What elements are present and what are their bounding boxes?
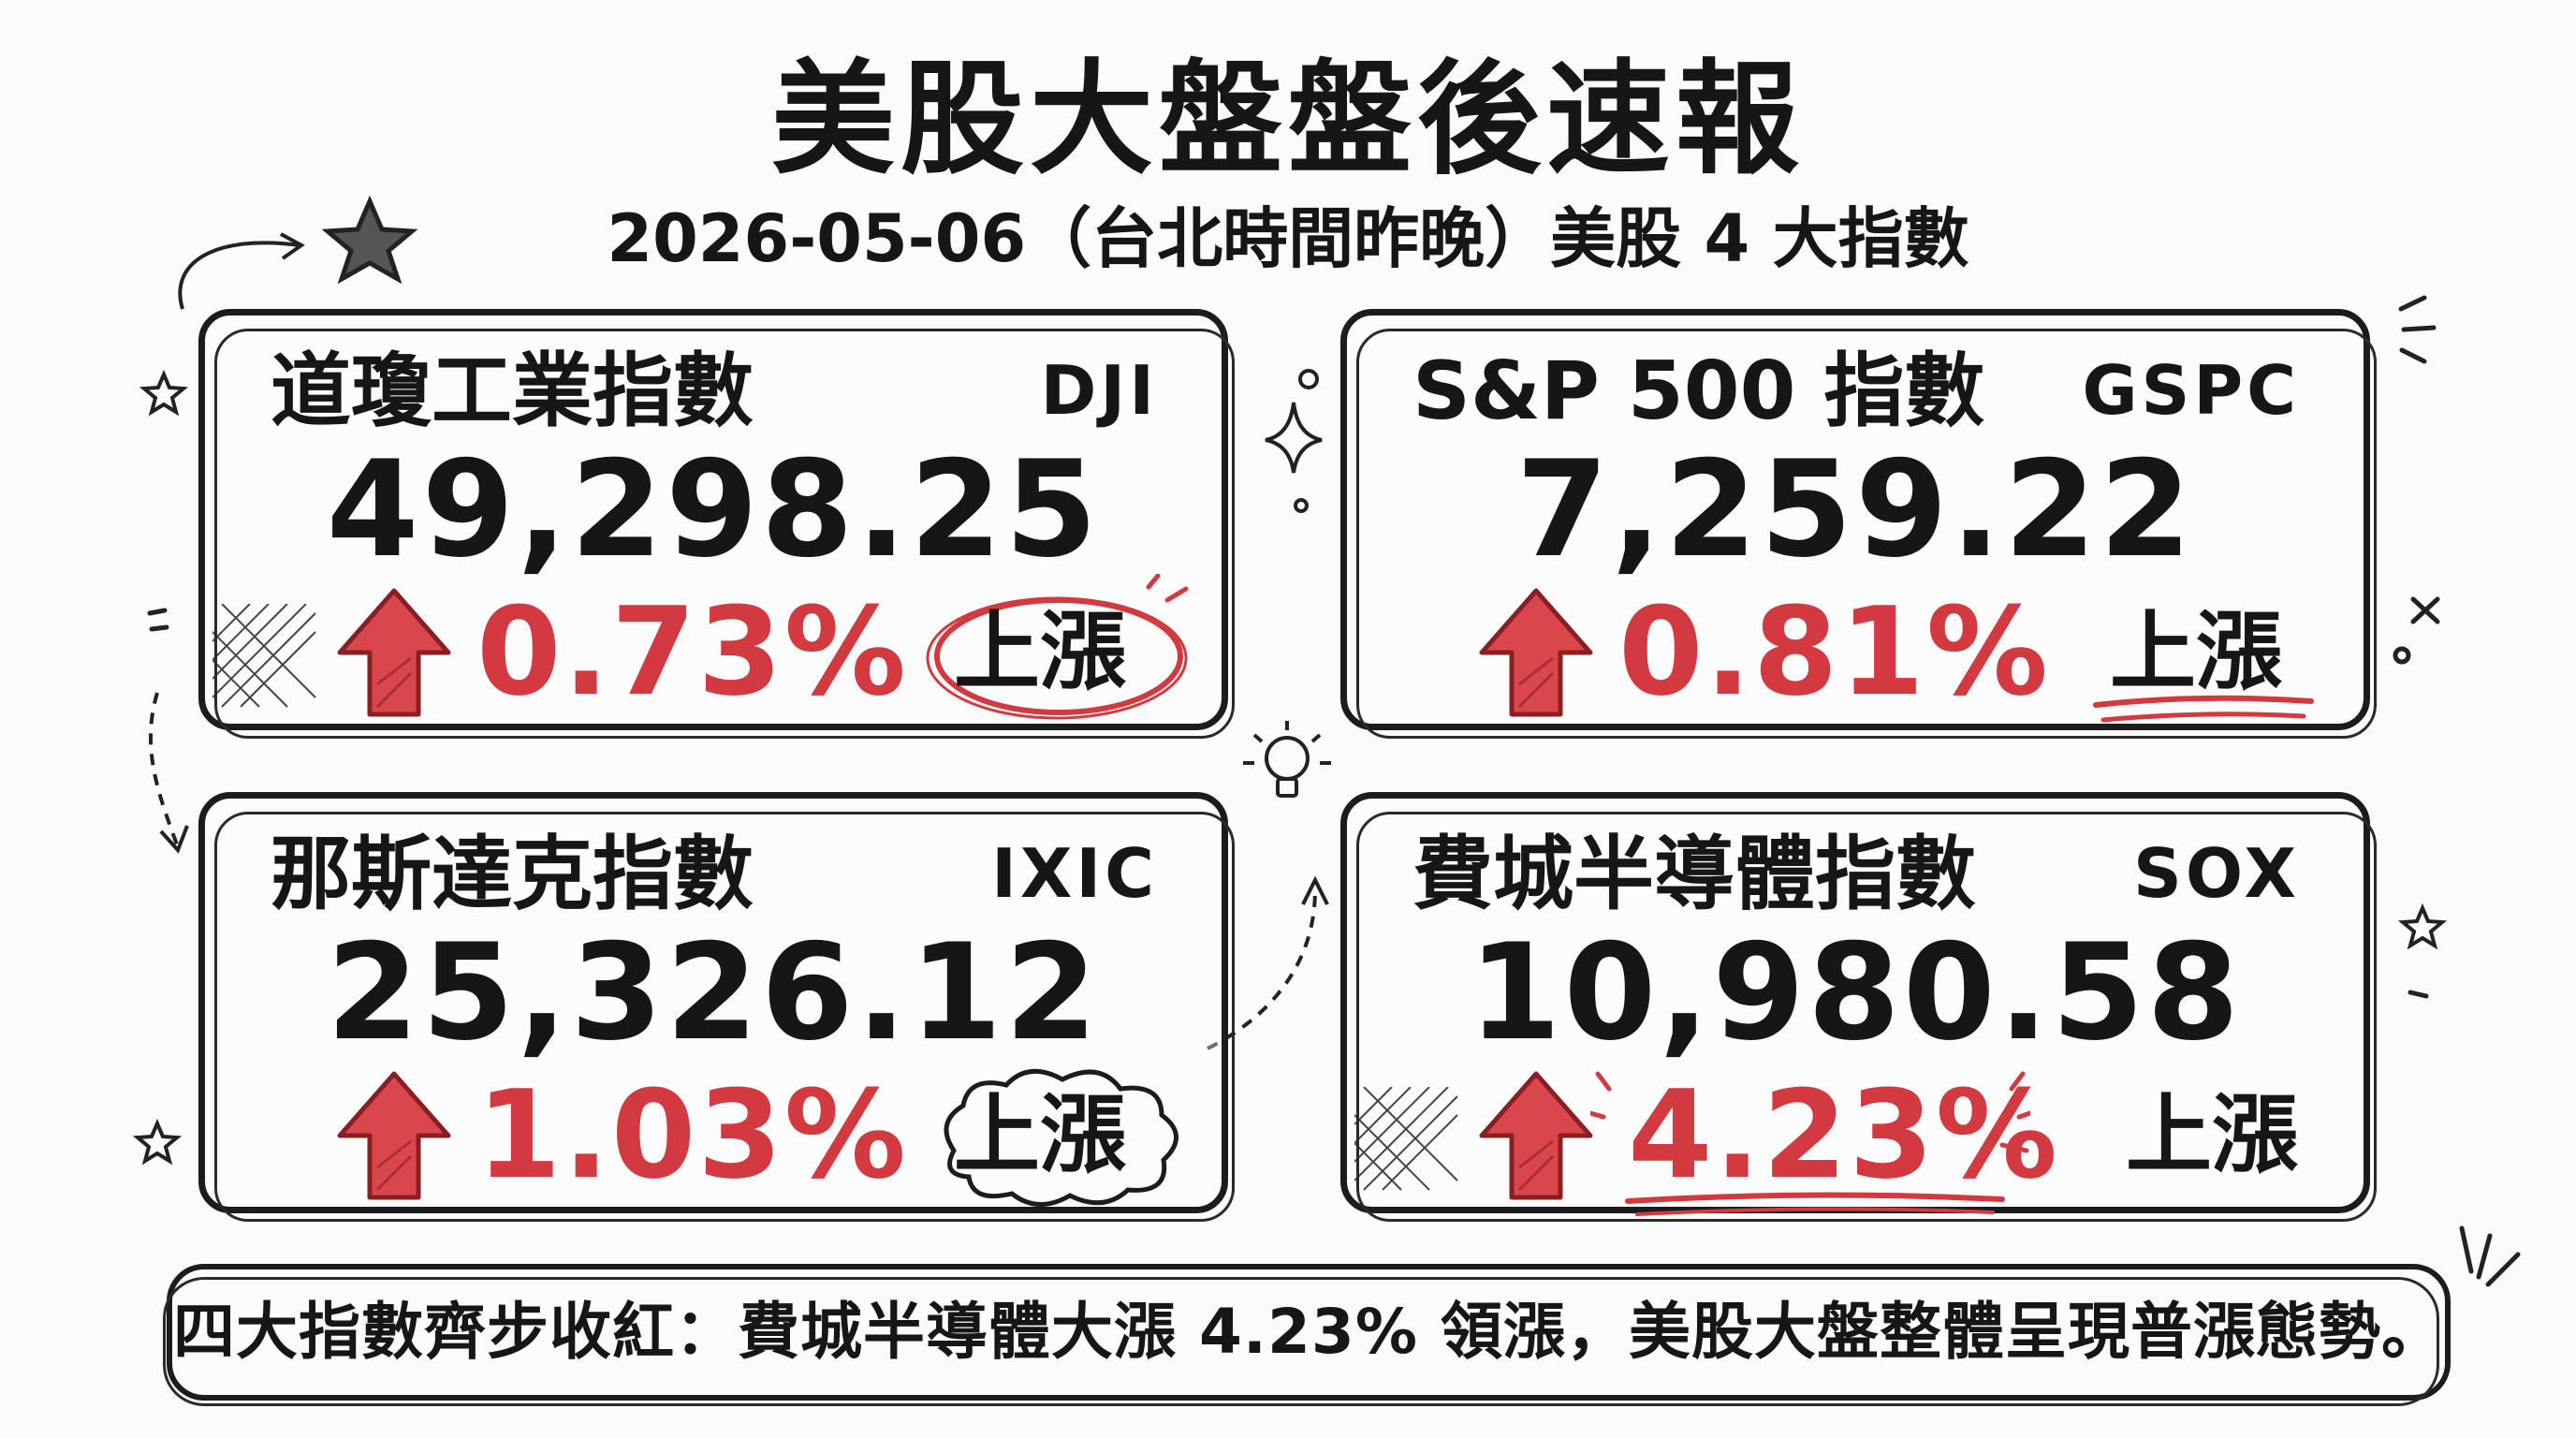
index-value: 10,980.58 [1468, 916, 2243, 1070]
small-star-icon [139, 369, 189, 417]
sparkle-icon [1265, 369, 1323, 513]
small-star-icon [132, 1118, 183, 1166]
index-card-ixic: 那斯達克指數 IXIC 25,326.12 1.03% 上漲 [198, 792, 1235, 1222]
index-value: 7,259.22 [1515, 433, 2195, 587]
index-card-sox: 費城半導體指數 SOX 10,980.58 4.23% 上漲 [1340, 792, 2377, 1222]
up-arrow-icon [1479, 1071, 1593, 1200]
trend-label: 上漲 [2110, 602, 2283, 702]
hatch-shading [1354, 1087, 1458, 1191]
burst-underline-highlight [1590, 1071, 2030, 1216]
index-code: IXIC [991, 834, 1158, 913]
index-code: DJI [1040, 351, 1158, 430]
hatch-shading [212, 604, 316, 708]
up-arrow-icon [337, 588, 451, 717]
dashed-arrow-icon [148, 692, 180, 848]
page-title: 美股大盤盤後速報 [771, 48, 1805, 192]
lightbulb-icon [1243, 721, 1331, 798]
underline-highlight [2093, 695, 2314, 723]
index-name: S&P 500 指數 [1412, 345, 1985, 438]
trend-label: 上漲 [2126, 1085, 2299, 1185]
up-arrow-icon [337, 1071, 451, 1200]
page-subtitle: 2026-05-06（台北時間昨晚）美股 4 大指數 [607, 200, 1969, 277]
circle-highlight [926, 574, 1189, 720]
change-percent: 4.23% [1628, 1064, 2060, 1206]
index-code: GSPC [2082, 351, 2300, 430]
index-card-dji: 道瓊工業指數 DJI 49,298.25 0.73% 上漲 [198, 309, 1235, 739]
trend-label: 上漲 [954, 1085, 1127, 1185]
trend-label: 上漲 [954, 602, 1127, 702]
summary-box: 四大指數齊步收紅：費城半導體大漲 4.23% 領漲，美股大盤整體呈現普漲態勢。 [163, 1264, 2451, 1406]
index-name: 那斯達克指數 [271, 828, 754, 921]
index-name: 道瓊工業指數 [271, 345, 754, 438]
index-value: 25,326.12 [326, 916, 1101, 1070]
up-arrow-icon [1479, 588, 1593, 717]
change-percent: 1.03% [476, 1064, 909, 1206]
index-value: 49,298.25 [326, 433, 1101, 587]
change-percent: 0.73% [476, 580, 909, 723]
summary-text: 四大指數齊步收紅：費城半導體大漲 4.23% 領漲，美股大盤整體呈現普漲態勢。 [173, 1296, 2444, 1368]
index-card-gspc: S&P 500 指數 GSPC 7,259.22 0.81% 上漲 [1340, 309, 2377, 739]
change-percent: 0.81% [1618, 580, 2051, 723]
small-star-icon [2397, 902, 2448, 950]
cloud-highlight [944, 1068, 1178, 1207]
index-name: 費城半導體指數 [1412, 828, 1976, 921]
index-code: SOX [2132, 834, 2300, 913]
